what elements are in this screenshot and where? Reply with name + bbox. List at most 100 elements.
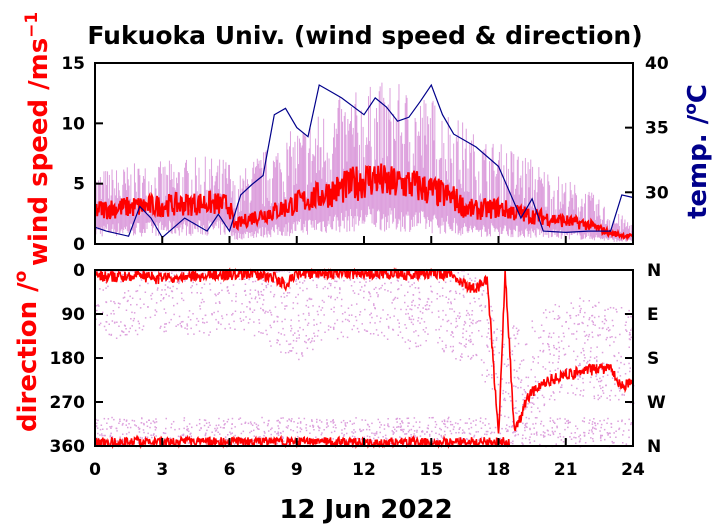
direction-dot <box>270 326 272 329</box>
direction-dot <box>383 428 386 430</box>
direction-dot <box>392 433 394 435</box>
direction-dot <box>288 292 291 294</box>
direction-dot <box>128 330 130 333</box>
direction-dot <box>118 422 120 424</box>
direction-dot <box>393 298 396 300</box>
direction-dot <box>130 304 132 306</box>
direction-dot <box>525 376 527 379</box>
direction-dot <box>421 430 424 432</box>
direction-dot <box>595 375 597 378</box>
direction-dot <box>478 320 480 322</box>
direction-dot <box>585 365 587 368</box>
direction-dot <box>438 316 440 318</box>
direction-dot <box>270 345 272 347</box>
direction-dot <box>249 421 252 423</box>
direction-dot <box>400 308 402 311</box>
direction-dot <box>258 297 261 300</box>
direction-dot <box>361 286 363 288</box>
direction-dot <box>549 420 551 422</box>
direction-dot <box>215 302 217 304</box>
direction-dot <box>280 333 282 335</box>
direction-dot <box>373 304 375 307</box>
direction-dot <box>351 431 353 433</box>
direction-dot <box>458 428 460 430</box>
direction-dot <box>217 322 220 324</box>
direction-dot <box>343 428 346 430</box>
direction-dot <box>469 335 471 337</box>
bottom-left-tick-label: 180 <box>50 349 86 369</box>
direction-dot <box>571 333 573 335</box>
direction-dot <box>367 424 369 426</box>
direction-dot <box>304 340 306 343</box>
direction-dot <box>421 312 424 314</box>
direction-dot <box>410 436 413 438</box>
direction-dot <box>609 344 611 347</box>
direction-dot <box>507 392 510 395</box>
direction-dot <box>413 417 416 419</box>
direction-dot <box>428 308 430 310</box>
direction-dot <box>368 425 371 428</box>
direction-dot <box>491 365 493 367</box>
direction-dot <box>533 440 536 442</box>
direction-dot <box>321 307 324 309</box>
direction-dot <box>542 312 545 314</box>
direction-dot <box>332 420 334 422</box>
direction-dot <box>479 320 482 322</box>
direction-dot <box>556 425 558 428</box>
direction-dot <box>474 277 477 279</box>
direction-dot <box>515 337 517 340</box>
direction-dot <box>122 433 124 435</box>
direction-dot <box>323 314 325 316</box>
direction-dot <box>455 292 457 294</box>
direction-dot <box>344 422 346 424</box>
direction-dot <box>311 337 314 340</box>
direction-dot <box>441 340 444 342</box>
direction-dot <box>198 429 201 431</box>
direction-dot <box>234 434 236 437</box>
direction-dot <box>329 284 332 287</box>
direction-dot <box>109 435 111 438</box>
direction-dot <box>305 424 308 426</box>
direction-dot <box>290 327 293 330</box>
direction-dot <box>426 301 429 303</box>
direction-dot <box>605 384 607 387</box>
direction-dot <box>260 290 262 293</box>
direction-dot <box>503 399 505 401</box>
direction-dot <box>342 335 344 338</box>
direction-dot <box>531 326 534 329</box>
direction-dot <box>579 362 581 365</box>
direction-dot <box>399 426 402 429</box>
direction-dot <box>357 293 360 295</box>
direction-dot <box>190 435 192 437</box>
direction-dot <box>628 338 631 340</box>
direction-dot <box>419 344 422 347</box>
direction-dot <box>316 286 318 289</box>
direction-dot <box>439 337 441 339</box>
ylabel-temp-text: temp. / <box>683 114 713 219</box>
direction-dot <box>134 424 136 426</box>
direction-dot <box>472 319 474 322</box>
direction-dot <box>404 294 406 297</box>
direction-dot <box>99 322 102 325</box>
direction-dot <box>214 430 217 432</box>
direction-dot <box>461 278 463 280</box>
direction-dot <box>249 307 251 310</box>
direction-dot <box>114 302 116 305</box>
direction-dot <box>353 429 355 431</box>
ylabel-direction-text: direction / <box>13 282 43 432</box>
direction-dot <box>491 376 493 379</box>
direction-dot <box>196 292 198 294</box>
direction-dot <box>133 312 136 314</box>
direction-dot <box>115 427 117 430</box>
direction-dot <box>113 301 115 303</box>
direction-dot <box>155 310 158 313</box>
direction-dot <box>219 439 221 441</box>
direction-dot <box>397 334 399 336</box>
direction-dot <box>243 290 246 292</box>
direction-dot <box>346 422 348 424</box>
direction-dot <box>310 298 313 300</box>
direction-dot <box>344 424 347 426</box>
direction-dot <box>356 277 359 280</box>
direction-dot <box>495 339 498 341</box>
